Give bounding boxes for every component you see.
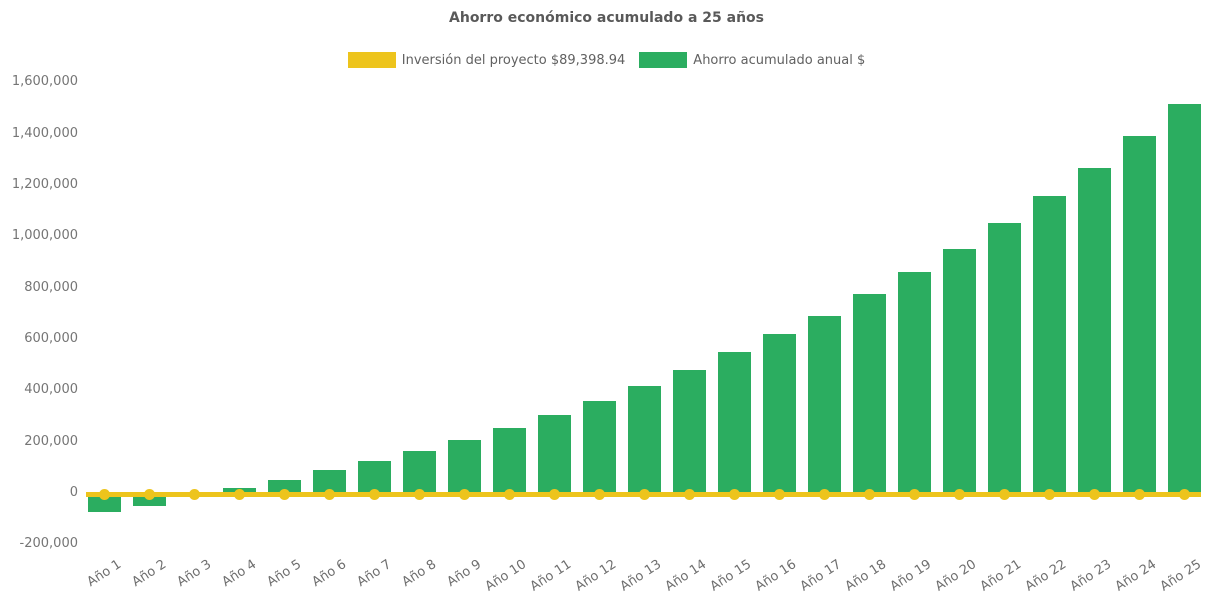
bar-year-13 [627,386,661,493]
bar-year-14 [672,369,706,493]
line-marker-year-3 [188,488,200,500]
bar-year-20 [942,249,976,493]
line-marker-year-6 [323,488,335,500]
line-marker-year-5 [278,488,290,500]
chart-title: Ahorro económico acumulado a 25 años [449,10,764,26]
investment-swatch-icon [347,52,396,68]
line-marker-year-15 [728,488,740,500]
legend-item-savings: Ahorro acumulado anual $ [639,52,865,68]
bar-year-15 [717,351,751,493]
line-marker-year-20 [953,488,965,500]
line-marker-year-17 [818,488,830,500]
bar-year-10 [492,427,526,493]
bar-year-24 [1122,136,1156,493]
y-tick-label: 1,000,000 [11,228,78,244]
bar-year-5 [267,480,301,493]
bar-year-1 [87,493,121,513]
bar-year-6 [312,469,346,493]
line-marker-year-22 [1043,488,1055,500]
bar-year-12 [582,400,616,493]
legend-label-savings: Ahorro acumulado anual $ [693,52,866,68]
line-marker-year-8 [413,488,425,500]
bar-year-19 [897,272,931,493]
line-marker-year-11 [548,488,560,500]
chart-legend: Inversión del proyecto $89,398.94 Ahorro… [0,52,1213,68]
y-tick-label: 400,000 [24,382,78,398]
bar-year-16 [762,333,796,493]
line-marker-year-7 [368,488,380,500]
line-marker-year-13 [638,488,650,500]
bar-year-23 [1077,168,1111,493]
y-tick-label: 1,600,000 [11,74,78,90]
line-marker-year-23 [1088,488,1100,500]
line-marker-year-4 [233,488,245,500]
y-tick-label: -200,000 [19,536,78,552]
line-marker-year-9 [458,488,470,500]
line-marker-year-19 [908,488,920,500]
line-marker-year-16 [773,488,785,500]
line-marker-year-1 [98,488,110,500]
bar-year-21 [987,223,1021,493]
line-marker-year-14 [683,488,695,500]
bar-year-8 [402,450,436,493]
line-marker-year-12 [593,488,605,500]
bar-year-25 [1167,104,1201,493]
line-marker-year-24 [1133,488,1145,500]
y-tick-label: 0 [69,485,78,500]
bar-year-17 [807,315,841,493]
bar-year-22 [1032,196,1066,493]
line-marker-year-2 [143,488,155,500]
legend-label-investment: Inversión del proyecto $89,398.94 [401,52,626,68]
bar-year-11 [537,414,571,493]
line-marker-year-18 [863,488,875,500]
bar-year-18 [852,294,886,493]
y-tick-label: 200,000 [24,433,78,449]
bar-year-7 [357,460,391,493]
savings-swatch-icon [639,52,688,68]
y-tick-label: 1,200,000 [11,176,78,192]
line-marker-year-21 [998,488,1010,500]
y-tick-label: 800,000 [24,279,78,295]
y-tick-label: 1,400,000 [11,125,78,141]
bar-year-9 [447,440,481,493]
line-marker-year-25 [1178,488,1190,500]
legend-item-investment: Inversión del proyecto $89,398.94 [347,52,626,68]
line-marker-year-10 [503,488,515,500]
y-tick-label: 600,000 [24,330,78,346]
